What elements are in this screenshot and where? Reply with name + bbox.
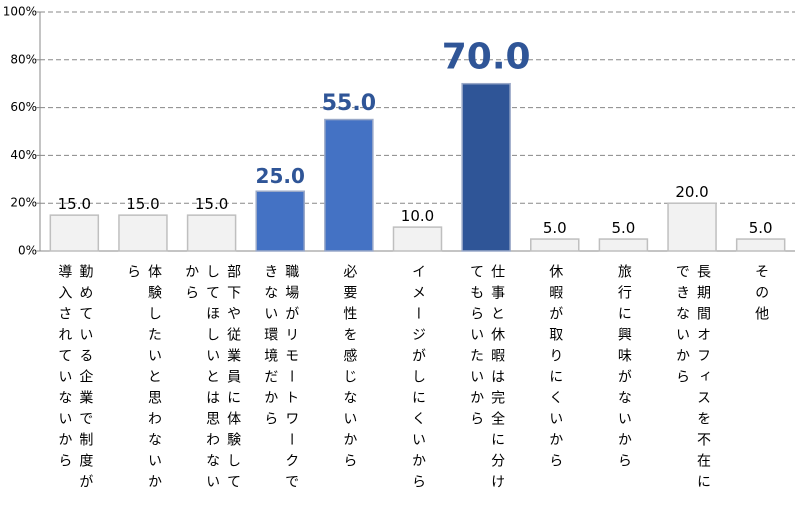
value-label: 5.0: [749, 219, 773, 237]
bar: [186, 214, 237, 252]
bar: [735, 238, 786, 252]
bar: [118, 214, 168, 252]
bar: [530, 238, 580, 252]
x-tick-label: 部下や従業員に体験してしてほしいとは思わないから: [183, 264, 242, 495]
bar: [461, 82, 511, 252]
value-label: 25.0: [256, 164, 305, 188]
bar: [392, 226, 443, 252]
y-tick-label: 60%: [10, 100, 37, 114]
y-tick-label: 40%: [10, 148, 37, 162]
y-tick-label: 100%: [3, 5, 37, 19]
bar: [667, 202, 717, 252]
x-tick-label: 必要性を感じないから: [341, 264, 358, 474]
x-tick-label: 勤めている企業で制度が導入されていないから: [56, 264, 94, 495]
value-label: 5.0: [611, 219, 635, 237]
x-tick-label: 旅行に興味がないから: [615, 264, 632, 474]
bar: [49, 214, 100, 252]
y-tick-label: 20%: [10, 196, 37, 210]
value-label: 70.0: [442, 37, 531, 78]
x-tick-label: 体験したいと思わないから: [124, 264, 162, 495]
value-label: 15.0: [195, 195, 228, 213]
x-tick-label: 仕事と休暇は完全に分けてもらいたいから: [468, 264, 506, 495]
value-label: 15.0: [58, 195, 91, 213]
x-tick-label: イメージがしにくいから: [410, 264, 426, 495]
bar: [598, 238, 649, 252]
value-label: 55.0: [322, 91, 376, 116]
bar: [324, 118, 374, 252]
y-tick-label: 0%: [18, 244, 37, 258]
value-label: 10.0: [401, 207, 434, 225]
value-label: 20.0: [675, 183, 708, 201]
value-label: 15.0: [126, 195, 159, 213]
bar: [255, 190, 305, 252]
x-tick-label: 休暇が取りにくいから: [547, 264, 564, 474]
y-tick-label: 80%: [10, 52, 37, 66]
x-tick-label: 職場がリモートワークできない環境だから: [262, 264, 300, 495]
value-label: 5.0: [543, 219, 567, 237]
x-tick-label: 長期間オフィスを不在にできないから: [674, 264, 712, 495]
x-tick-label: その他: [753, 264, 770, 327]
